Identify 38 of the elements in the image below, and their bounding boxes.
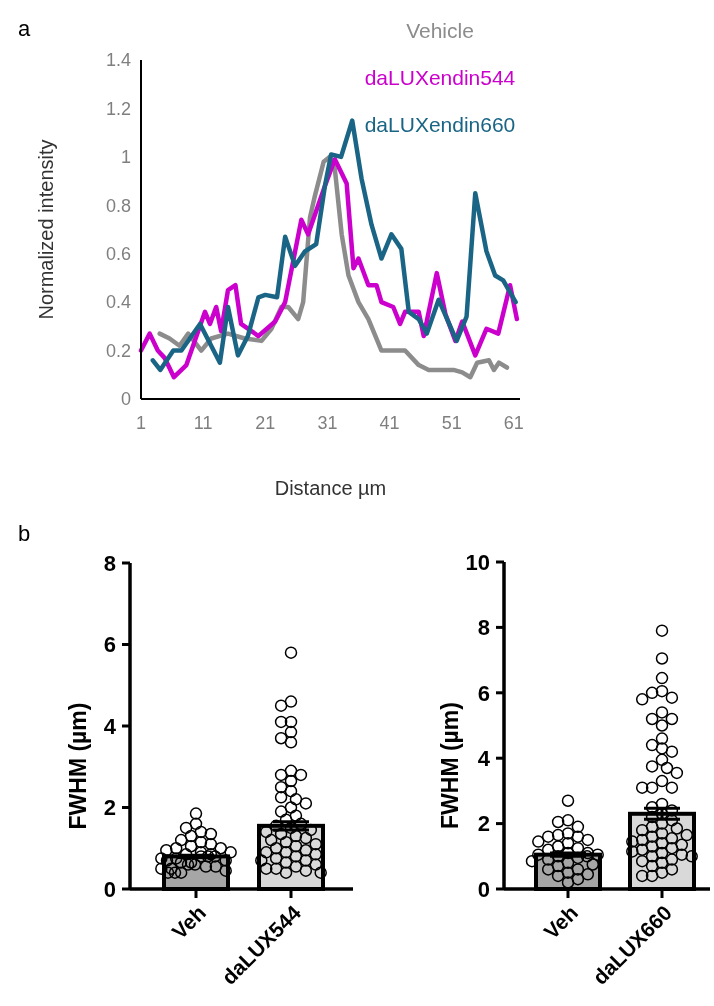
y-tick-label: 4 [103, 713, 117, 739]
y-axis-title: Normalized intensity [35, 139, 57, 320]
y-tick-label: 8 [477, 615, 490, 641]
y-tick-label: 1.2 [105, 98, 131, 119]
y-tick-label: 4 [477, 745, 491, 771]
y-axis-title: FWHM (µm) [65, 702, 91, 830]
y-tick-label: 0.4 [105, 292, 131, 313]
x-tick-label: 31 [317, 413, 338, 433]
series-label: daLUXendin660 [364, 113, 516, 136]
text: daLUXendin544 [364, 66, 516, 89]
text: Vehicle [406, 19, 474, 42]
y-tick-label: 0 [477, 876, 490, 902]
y-tick-label: 10 [465, 549, 490, 575]
text: a [18, 16, 31, 41]
y-tick-label: 0.6 [105, 244, 131, 265]
y-tick-label: 6 [103, 632, 116, 658]
y-tick-label: 1.4 [105, 50, 131, 71]
y-tick-label: 0 [103, 876, 116, 902]
x-tick-label: Veh [539, 900, 583, 944]
line-series [150, 118, 518, 373]
text: b [18, 521, 31, 546]
y-tick-label: 2 [103, 795, 116, 821]
y-tick-label: 0 [120, 389, 131, 410]
x-tick-label: 11 [193, 413, 213, 433]
x-tick-label: 21 [255, 413, 276, 433]
y-tick-label: 0.8 [105, 195, 131, 216]
x-axis-title: Distance µm [274, 477, 387, 499]
x-tick-label: 51 [441, 413, 462, 433]
x-tick-label: 1 [135, 413, 147, 433]
x-tick-label: Veh [167, 900, 211, 944]
x-tick-label: 61 [503, 413, 524, 433]
y-tick-label: 2 [477, 811, 490, 837]
x-tick-label: 41 [379, 413, 400, 433]
y-tick-label: 0.2 [105, 340, 131, 361]
y-axis-title: FWHM (µm) [437, 702, 463, 829]
y-tick-label: 1 [120, 147, 131, 168]
y-tick-label: 8 [103, 550, 116, 576]
y-tick-label: 6 [477, 680, 490, 706]
